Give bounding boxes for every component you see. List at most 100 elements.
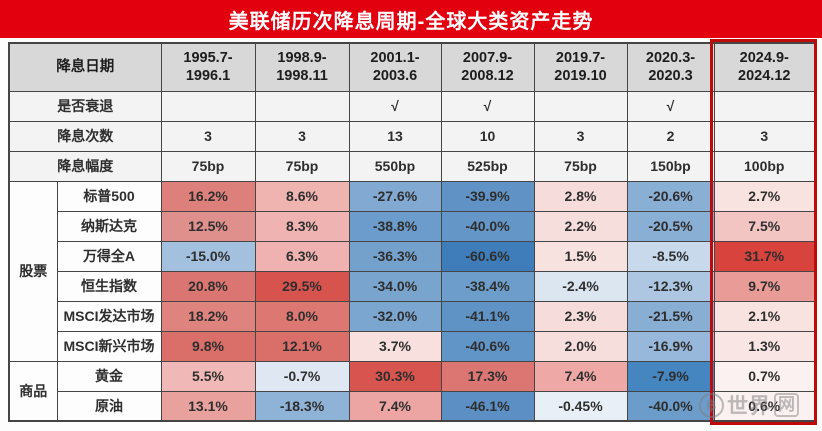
- period-header: 2001.1- 2003.6: [348, 42, 442, 92]
- meta-value-cell: 13: [348, 120, 442, 152]
- watermark-text: 世界: [727, 395, 771, 418]
- value-cell: 7.4%: [533, 360, 628, 392]
- value-cell: -18.3%: [254, 390, 350, 422]
- value-cell: 20.8%: [160, 270, 256, 302]
- meta-value-cell: 3: [160, 120, 256, 152]
- page-title: 美联储历次降息周期-全球大类资产走势: [228, 10, 594, 33]
- meta-value-cell: 150bp: [626, 150, 715, 182]
- value-cell: -20.5%: [626, 210, 715, 242]
- value-cell: 0.7%: [713, 360, 816, 392]
- period-line1: 1995.7-: [183, 50, 233, 67]
- row-label: 降息次数: [8, 120, 162, 152]
- table-row: 纳斯达克 12.5% 8.3% -38.8% -40.0% 2.2% -20.5% 7.5%: [9, 210, 816, 242]
- value-cell: -12.3%: [626, 270, 715, 302]
- value-cell: 16.2%: [160, 180, 256, 212]
- table-header-row: 降息日期 1995.7- 1996.1 1998.9- 1998.11 2001.1- 20…: [8, 42, 816, 92]
- table-row: 恒生指数 20.8% 29.5% -34.0% -38.4% -2.4% -12.3% 9.7…: [9, 270, 816, 302]
- value-cell: 1.5%: [533, 240, 628, 272]
- watermark-boxed-text: 网: [774, 393, 799, 417]
- meta-value-cell: [160, 90, 256, 122]
- value-cell: 13.1%: [160, 390, 256, 422]
- value-cell: -21.5%: [626, 300, 715, 332]
- asset-label: MSCI新兴市场: [56, 330, 162, 362]
- asset-label: 黄金: [56, 360, 162, 392]
- meta-value-cell: 3: [713, 120, 816, 152]
- asset-label: MSCI发达市场: [56, 300, 162, 332]
- period-line1: 2007.9-: [462, 50, 513, 67]
- value-cell: -36.3%: [348, 240, 442, 272]
- value-cell: 8.0%: [254, 300, 350, 332]
- value-cell: -16.9%: [626, 330, 715, 362]
- table-row: MSCI发达市场 18.2% 8.0% -32.0% -41.1% 2.3% -21.5% 2…: [9, 300, 816, 332]
- table-row: 股票 标普500 16.2% 8.6% -27.6% -39.9% 2.8% -20.6% 2.…: [8, 180, 816, 362]
- value-cell: 8.6%: [254, 180, 350, 212]
- period-header: 2024.9- 2024.12: [713, 42, 816, 92]
- table-row: 万得全A -15.0% 6.3% -36.3% -60.6% 1.5% -8.5% 31.7%: [9, 240, 816, 272]
- period-header: 2019.7- 2019.10: [533, 42, 628, 92]
- value-cell: 12.5%: [160, 210, 256, 242]
- value-cell: -41.1%: [440, 300, 535, 332]
- value-cell: 2.2%: [533, 210, 628, 242]
- meta-value-cell: 3: [254, 120, 350, 152]
- asset-label: 原油: [56, 390, 162, 422]
- period-line1: 1998.9-: [277, 50, 327, 67]
- table-row: 降息次数 3 3 13 10 3 2 3: [8, 120, 816, 152]
- table-row: 降息幅度 75bp 75bp 550bp 525bp 75bp 150bp 100bp: [8, 150, 816, 182]
- meta-value-cell: 550bp: [348, 150, 442, 182]
- value-cell: -38.8%: [348, 210, 442, 242]
- meta-value-cell: 100bp: [713, 150, 816, 182]
- period-header: 2007.9- 2008.12: [440, 42, 535, 92]
- group-label: 商品: [8, 360, 58, 422]
- period-line1: 2024.9-: [739, 50, 789, 67]
- meta-value-cell: 75bp: [254, 150, 350, 182]
- meta-value-cell: [533, 90, 628, 122]
- value-cell: -34.0%: [348, 270, 442, 302]
- meta-value-cell: 3: [533, 120, 628, 152]
- period-line2: 1998.11: [276, 68, 328, 85]
- value-cell: 3.7%: [348, 330, 442, 362]
- value-cell: 30.3%: [348, 360, 442, 392]
- asset-label: 恒生指数: [56, 270, 162, 302]
- value-cell: -46.1%: [440, 390, 535, 422]
- value-cell: 12.1%: [254, 330, 350, 362]
- table-row: 原油 13.1% -18.3% 7.4% -46.1% -0.45% -40.0% 0.6%: [9, 390, 816, 422]
- value-cell: -27.6%: [348, 180, 442, 212]
- value-cell: 1.3%: [713, 330, 816, 362]
- period-line2: 2008.12: [461, 68, 514, 85]
- period-line1: 2020.3-: [645, 50, 696, 67]
- value-cell: -0.45%: [533, 390, 628, 422]
- table-row: 商品 黄金 5.5% -0.7% 30.3% 17.3% 7.4% -7.9% 0.7%: [8, 360, 816, 422]
- period-line1: 2001.1-: [370, 50, 420, 67]
- meta-value-cell: [713, 90, 816, 122]
- period-line2: 2019.10: [554, 68, 607, 85]
- period-line1: 2019.7-: [555, 50, 606, 67]
- table-row: 是否衰退 √ √ √: [8, 90, 816, 122]
- period-line2: 1996.1: [185, 68, 231, 85]
- value-cell: 17.3%: [440, 360, 535, 392]
- value-cell: 6.3%: [254, 240, 350, 272]
- value-cell: 2.1%: [713, 300, 816, 332]
- value-cell: 7.4%: [348, 390, 442, 422]
- meta-value-cell: √: [440, 90, 535, 122]
- value-cell: -7.9%: [626, 360, 715, 392]
- value-cell: -38.4%: [440, 270, 535, 302]
- value-cell: -20.6%: [626, 180, 715, 212]
- table-row: MSCI新兴市场 9.8% 12.1% 3.7% -40.6% 2.0% -16.9% 1.3…: [9, 330, 816, 362]
- value-cell: -40.0%: [440, 210, 535, 242]
- value-cell: 8.3%: [254, 210, 350, 242]
- value-cell: -40.6%: [440, 330, 535, 362]
- value-cell: 29.5%: [254, 270, 350, 302]
- meta-value-cell: 75bp: [160, 150, 256, 182]
- period-line2: 2020.3: [648, 68, 693, 85]
- row-label: 降息幅度: [8, 150, 162, 182]
- period-line2: 2024.12: [738, 68, 791, 85]
- coin-bitcoin-icon: ฿: [699, 392, 724, 418]
- meta-value-cell: 10: [440, 120, 535, 152]
- meta-value-cell: [254, 90, 350, 122]
- value-cell: 2.7%: [713, 180, 816, 212]
- value-cell: -8.5%: [626, 240, 715, 272]
- period-header: 1998.9- 1998.11: [254, 42, 350, 92]
- watermark: ฿ 世界 网: [699, 390, 799, 420]
- value-cell: -32.0%: [348, 300, 442, 332]
